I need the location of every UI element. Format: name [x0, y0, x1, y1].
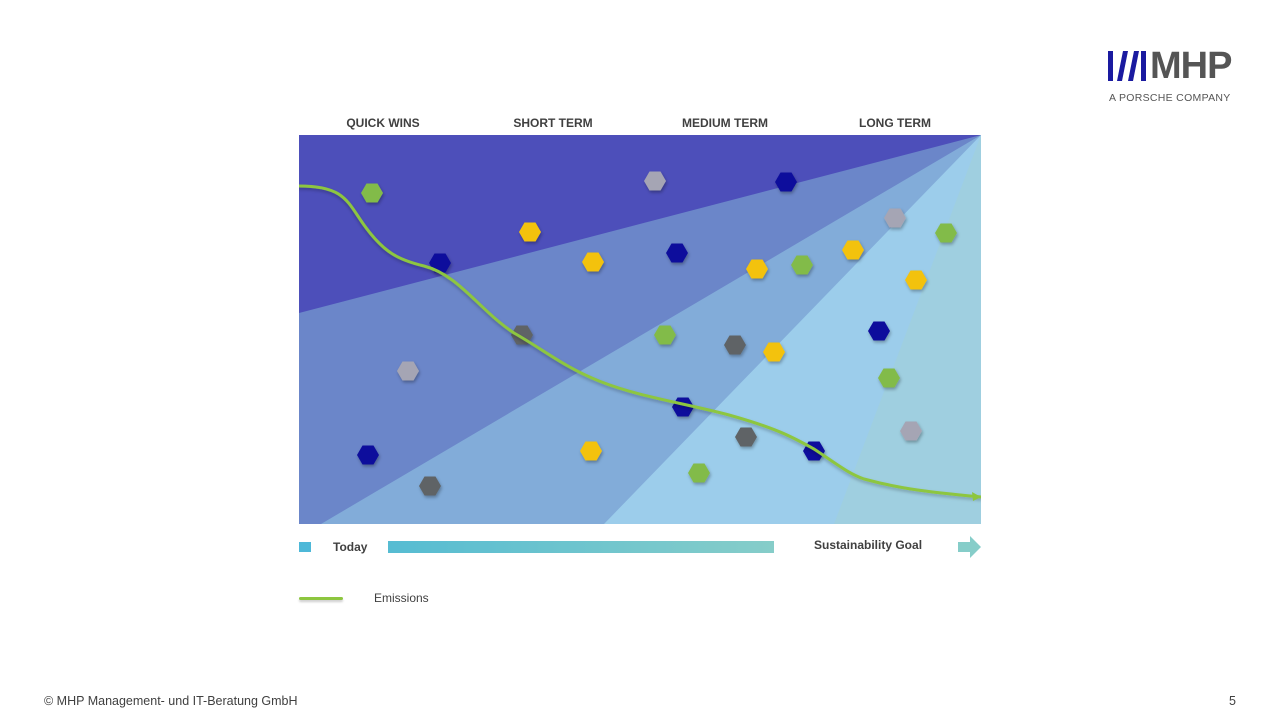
goal-arrow-icon — [958, 536, 981, 558]
phase-header: QUICK WINS SHORT TERM MEDIUM TERM LONG T… — [299, 116, 981, 132]
roadmap-diagram — [299, 135, 981, 524]
phase-label-long-term: LONG TERM — [859, 116, 931, 130]
hexagon-yellow — [842, 240, 864, 260]
hexagon-green — [935, 223, 957, 243]
hexagon-green — [654, 325, 676, 345]
hexagon-yellow — [519, 222, 541, 242]
hexagon-dark-gray — [735, 427, 757, 447]
hexagon-green — [361, 183, 383, 203]
mhp-logo: MHP A PORSCHE COMPANY — [1108, 45, 1240, 104]
phase-label-quick-wins: QUICK WINS — [346, 116, 420, 130]
hexagon-yellow — [905, 270, 927, 290]
hexagon-navy — [868, 321, 890, 341]
hexagon-light-gray — [397, 361, 419, 381]
timeline-bar — [388, 541, 774, 553]
hexagon-light-gray — [900, 421, 922, 441]
timeline: Today Sustainability Goal — [299, 536, 981, 558]
emissions-arrowhead-icon — [972, 492, 981, 501]
sustainability-goal-label: Sustainability Goal — [814, 538, 923, 552]
emissions-curve — [299, 184, 981, 499]
hexagon-green — [791, 255, 813, 275]
hexagon-green — [878, 368, 900, 388]
hexagon-navy — [775, 172, 797, 192]
mhp-wordmark: MHP — [1150, 45, 1232, 87]
phase-label-short-term: SHORT TERM — [513, 116, 593, 130]
hexagon-light-gray — [884, 208, 906, 228]
hexagon-yellow — [582, 252, 604, 272]
phase-label-medium-term: MEDIUM TERM — [682, 116, 768, 130]
hexagon-navy — [429, 253, 451, 273]
hexagon-yellow — [580, 441, 602, 461]
today-label: Today — [333, 540, 368, 554]
hexagon-dark-gray — [419, 476, 441, 496]
legend: Emissions — [299, 590, 499, 606]
hexagon-dark-gray — [724, 335, 746, 355]
emissions-legend-label: Emissions — [374, 591, 429, 605]
emissions-legend-line-icon — [299, 597, 343, 600]
today-marker-icon — [299, 542, 311, 552]
hexagon-yellow — [763, 342, 785, 362]
hexagon-navy — [357, 445, 379, 465]
page-number: 5 — [1229, 694, 1236, 708]
hexagon-green — [688, 463, 710, 483]
hexagon-navy — [666, 243, 688, 263]
hexagon-light-gray — [644, 171, 666, 191]
hexagon-yellow — [746, 259, 768, 279]
copyright-footer: © MHP Management- und IT-Beratung GmbH — [44, 694, 298, 708]
mhp-logo-mark-icon — [1108, 51, 1146, 81]
logo-tagline: A PORSCHE COMPANY — [1109, 92, 1231, 104]
